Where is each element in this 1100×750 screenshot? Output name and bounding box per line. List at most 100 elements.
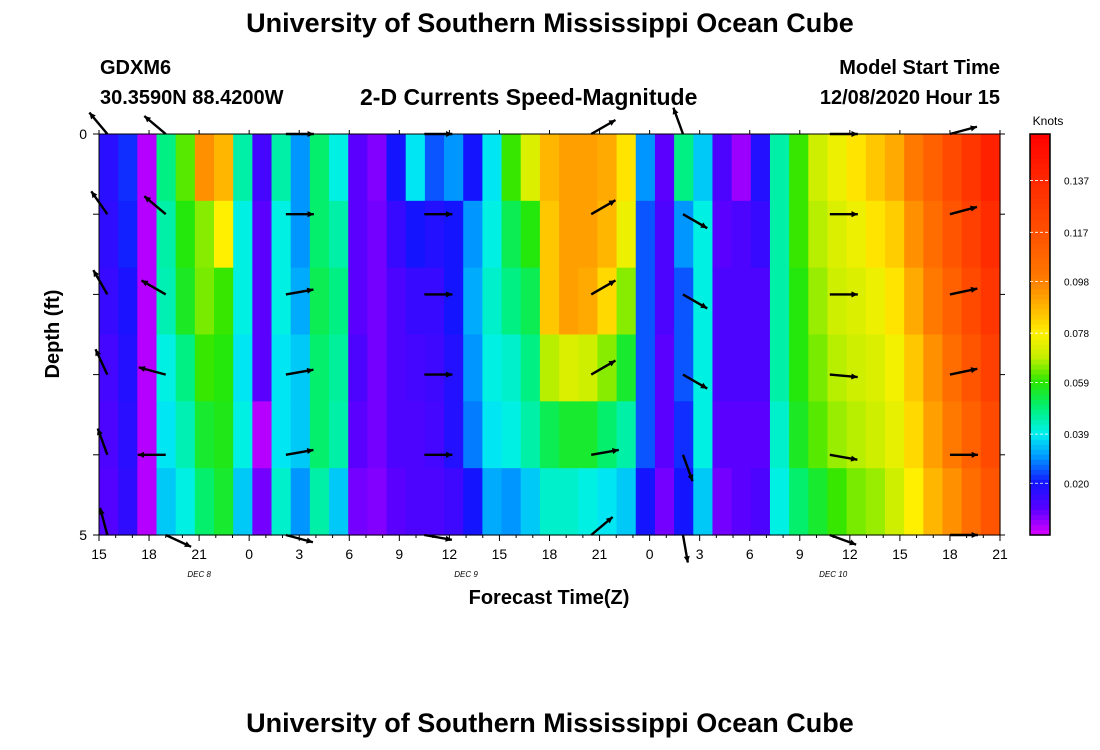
heat-cell — [348, 468, 368, 536]
heat-cell — [635, 134, 656, 202]
colorbar-swatch — [1030, 524, 1050, 531]
heat-cell — [175, 200, 196, 269]
heat-cell — [731, 334, 752, 402]
heat-cell — [175, 468, 196, 536]
colorbar-swatch — [1030, 384, 1050, 391]
heat-cell — [693, 134, 714, 202]
heat-cell — [654, 334, 675, 402]
heat-cell — [750, 200, 771, 269]
heat-cell — [731, 200, 752, 269]
heat-cell — [463, 267, 483, 336]
current-vector — [424, 211, 453, 218]
heat-cell — [693, 200, 714, 269]
heat-cell — [597, 200, 618, 269]
heat-cell — [118, 334, 138, 402]
x-tick-label: 0 — [245, 546, 253, 562]
heat-cell — [386, 401, 407, 469]
heat-cell — [501, 468, 522, 536]
page-title: University of Southern Mississippi Ocean… — [246, 8, 854, 38]
x-tick-label: 6 — [746, 546, 754, 562]
colorbar-label: Knots — [1033, 114, 1064, 128]
heat-cell — [252, 468, 273, 536]
station-coords: 30.3590N 88.4200W — [100, 87, 284, 109]
heat-cell — [597, 468, 618, 536]
heat-cell — [693, 334, 714, 402]
current-vector — [138, 366, 167, 376]
heat-cell — [329, 401, 349, 469]
heat-cell — [501, 134, 522, 202]
colorbar-swatch — [1030, 364, 1050, 371]
heat-cell — [942, 401, 963, 469]
current-vector — [424, 291, 453, 298]
heat-cell — [271, 267, 292, 336]
heat-cell — [750, 134, 771, 202]
heat-cell — [597, 267, 618, 336]
colorbar-swatch — [1030, 214, 1050, 220]
heat-cell — [271, 134, 292, 202]
current-vector — [949, 367, 978, 376]
colorbar-swatch — [1030, 374, 1050, 381]
heat-cell — [367, 334, 388, 402]
colorbar-tick-label: 0.117 — [1064, 228, 1089, 239]
heat-cell — [539, 267, 560, 336]
colorbar-swatch — [1030, 449, 1050, 456]
heat-cell — [348, 200, 368, 269]
heat-cell — [501, 200, 522, 269]
current-vector — [137, 451, 166, 458]
heat-cell — [137, 334, 158, 402]
current-vector — [829, 291, 858, 298]
heat-cell — [884, 468, 905, 536]
heat-cell — [137, 468, 158, 536]
heat-cell — [635, 200, 656, 269]
heat-cell — [712, 401, 733, 469]
heat-cell — [99, 267, 119, 336]
heat-cell — [961, 134, 982, 202]
x-tick-label: 21 — [592, 546, 608, 562]
heat-cell — [980, 334, 1001, 402]
colorbar-tick-label: 0.020 — [1064, 479, 1089, 490]
heat-cell — [865, 401, 886, 469]
heat-cell — [616, 334, 637, 402]
day-label: DEC 8 — [187, 570, 211, 579]
heat-cell — [405, 267, 426, 336]
colorbar-swatch — [1030, 409, 1050, 416]
heat-cell — [194, 267, 215, 336]
colorbar-swatch — [1030, 344, 1050, 351]
current-vector — [949, 125, 978, 136]
colorbar-swatch — [1030, 359, 1050, 366]
model-start-value: 12/08/2020 Hour 15 — [819, 87, 1000, 109]
heat-cell — [846, 134, 867, 202]
heat-cell — [942, 334, 963, 402]
current-vector — [591, 448, 619, 456]
colorbar-swatch — [1030, 189, 1050, 195]
heat-cell — [884, 334, 905, 402]
colorbar-swatch — [1030, 274, 1050, 280]
colorbar-swatch — [1030, 259, 1050, 265]
heat-cell — [616, 401, 637, 469]
heat-cell — [827, 134, 848, 202]
colorbar-swatch — [1030, 254, 1050, 260]
colorbar-frame — [1029, 133, 1051, 536]
colorbar-tick-label: 0.137 — [1064, 177, 1089, 188]
current-vector — [590, 279, 617, 296]
heat-cell — [156, 468, 177, 536]
heat-cell — [789, 334, 809, 402]
colorbar-swatch — [1030, 389, 1050, 396]
x-tick-label: 3 — [696, 546, 704, 562]
heat-cell — [501, 267, 522, 336]
heat-cell — [808, 334, 829, 402]
colorbar-swatch — [1030, 219, 1050, 225]
heat-cell — [712, 200, 733, 269]
heat-cell — [233, 134, 253, 202]
heat-cell — [252, 267, 273, 336]
heat-cell — [693, 468, 714, 536]
colorbar-swatch — [1030, 289, 1050, 295]
heat-cell — [980, 134, 1001, 202]
heat-cell — [980, 267, 1001, 336]
heat-cell — [616, 468, 637, 536]
heat-cell — [769, 468, 790, 536]
heat-cell — [156, 401, 177, 469]
colorbar-swatch — [1030, 399, 1050, 406]
heat-cell — [463, 134, 483, 202]
colorbar-swatch — [1030, 474, 1050, 481]
